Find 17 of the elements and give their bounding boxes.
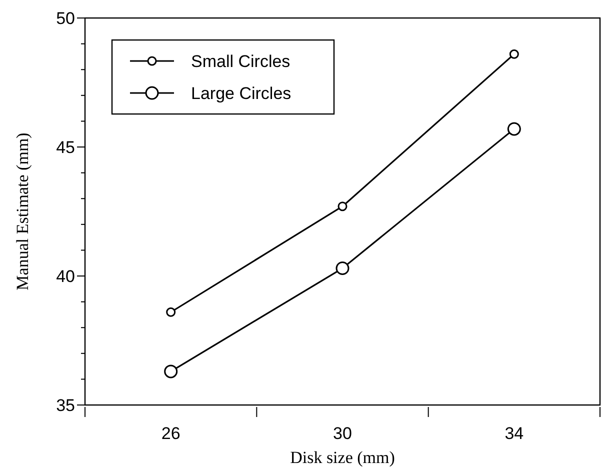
y-tick-label: 35	[56, 396, 75, 415]
y-tick-label: 45	[56, 138, 75, 157]
legend-label: Small Circles	[191, 52, 290, 71]
point	[336, 262, 350, 276]
legend-label: Large Circles	[191, 84, 292, 103]
y-tick-label: 50	[56, 8, 75, 28]
x-tick-label: 34	[504, 424, 524, 443]
x-tick-label: 30	[333, 424, 352, 443]
point	[509, 49, 519, 59]
point	[338, 202, 348, 212]
point	[507, 122, 521, 136]
point	[164, 364, 178, 378]
y-tick-label: 40	[56, 266, 75, 286]
point	[166, 307, 176, 317]
y-axis-title: Manual Estimate (mm)	[13, 132, 32, 290]
x-tick-label: 26	[161, 424, 180, 443]
x-axis-title: Disk size (mm)	[290, 448, 395, 467]
